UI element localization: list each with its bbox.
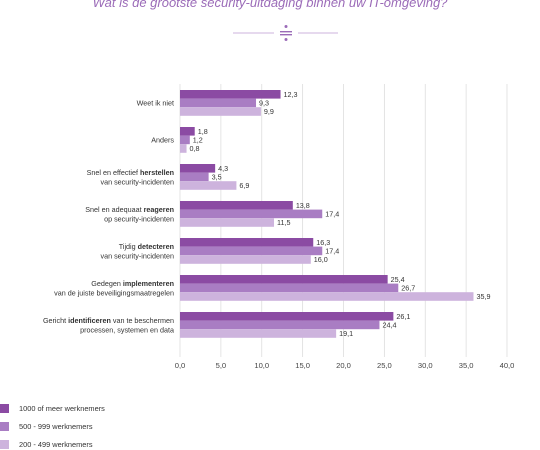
data-label: 0,8 <box>190 144 200 153</box>
bar <box>180 246 323 256</box>
category-label: Anders <box>151 136 174 145</box>
x-tick-label: 5,0 <box>216 361 227 370</box>
x-tick-label: 0,0 <box>175 361 186 370</box>
bar <box>180 201 293 210</box>
category-label-bold: identificeren <box>68 316 111 325</box>
bar <box>180 172 209 182</box>
bar <box>180 144 187 153</box>
category-label-text: van te beschermen <box>111 316 174 325</box>
category-label-text: van security-incidenten <box>100 251 174 260</box>
data-label: 12,3 <box>284 90 298 99</box>
category-label-text: Snel en effectief <box>87 168 140 177</box>
x-tick-label: 35,0 <box>459 361 474 370</box>
data-label: 13,8 <box>296 201 310 210</box>
x-tick-label: 20,0 <box>336 361 351 370</box>
category-label-bold: implementeren <box>123 279 174 288</box>
title-divider <box>233 25 338 41</box>
category-label-text: van security-incidenten <box>100 177 174 186</box>
bar <box>180 164 216 173</box>
legend-swatch <box>0 422 9 431</box>
bar <box>180 238 314 247</box>
bar-chart: 0,0 5,0 10,0 15,0 20,0 25,0 30,0 35,0 40,0 12,3 9,… <box>43 84 515 370</box>
x-tick-label: 25,0 <box>377 361 392 370</box>
category-label-bold: detecteren <box>138 242 174 251</box>
x-tick-label: 10,0 <box>254 361 269 370</box>
category-label-text: Gedegen <box>91 279 123 288</box>
category-label: Snel en effectief herstellen van security… <box>87 168 174 187</box>
chart-title: Wat is de grootste security-uitdaging bi… <box>92 0 448 10</box>
bar <box>180 135 190 145</box>
bar <box>180 127 195 136</box>
data-label: 26,7 <box>401 284 415 293</box>
data-label: 1,8 <box>198 127 208 136</box>
category-label: Gericht identificeren van te beschermen p… <box>43 316 174 335</box>
legend-label: 500 - 999 werknemers <box>19 422 93 431</box>
legend-swatch <box>0 440 9 449</box>
data-label: 24,4 <box>382 321 396 330</box>
data-label: 25,4 <box>391 275 405 284</box>
category-label-text: op security-incidenten <box>104 214 174 223</box>
data-label: 4,3 <box>218 164 228 173</box>
category-label-text: Snel en adequaat <box>85 205 143 214</box>
category-label-text: Anders <box>151 136 174 145</box>
data-label: 6,9 <box>239 181 249 190</box>
bar <box>180 209 323 219</box>
category-label: Tijdig detecteren van security-incidenten <box>100 242 174 261</box>
data-label: 11,5 <box>277 218 290 227</box>
data-label: 1,2 <box>193 136 203 145</box>
data-label: 9,3 <box>259 99 269 108</box>
bar <box>180 255 311 264</box>
category-label: Snel en adequaat reageren op security-inc… <box>85 205 174 224</box>
category-label-bold: herstellen <box>140 168 174 177</box>
category-label-text: Gericht <box>43 316 68 325</box>
bar <box>180 312 394 321</box>
data-label: 17,4 <box>325 247 339 256</box>
legend-label: 1000 of meer werknemers <box>19 404 105 413</box>
x-tick-label: 30,0 <box>418 361 433 370</box>
divider-icon <box>280 25 292 41</box>
bar <box>180 292 474 301</box>
x-tick-label: 40,0 <box>500 361 515 370</box>
category-label-bold: reageren <box>144 205 174 214</box>
bar <box>180 275 388 284</box>
data-label: 16,3 <box>316 238 330 247</box>
data-label: 9,9 <box>264 107 274 116</box>
bar <box>180 218 275 227</box>
bar <box>180 90 281 99</box>
legend-label: 200 - 499 werknemers <box>19 440 93 449</box>
bar <box>180 107 261 116</box>
category-label: Weet ik niet <box>137 99 174 108</box>
bar <box>180 320 380 330</box>
data-label: 17,4 <box>325 210 339 219</box>
category-label-text: Weet ik niet <box>137 99 174 108</box>
data-label: 35,9 <box>476 292 490 301</box>
category-label-text: Tijdig <box>119 242 138 251</box>
data-label: 26,1 <box>396 312 410 321</box>
category-label-text: processen, systemen en data <box>80 325 174 334</box>
category-label: Gedegen implementeren van de juiste bevei… <box>54 279 174 298</box>
bar <box>180 98 257 108</box>
data-label: 19,1 <box>339 329 353 338</box>
bar <box>180 283 399 293</box>
bar <box>180 329 337 338</box>
data-label: 3,5 <box>212 173 222 182</box>
data-label: 16,0 <box>314 255 328 264</box>
bar <box>180 181 237 190</box>
x-tick-label: 15,0 <box>295 361 310 370</box>
legend-swatch <box>0 404 9 413</box>
category-label-text: van de juiste beveiligingsmaatregelen <box>54 288 174 297</box>
